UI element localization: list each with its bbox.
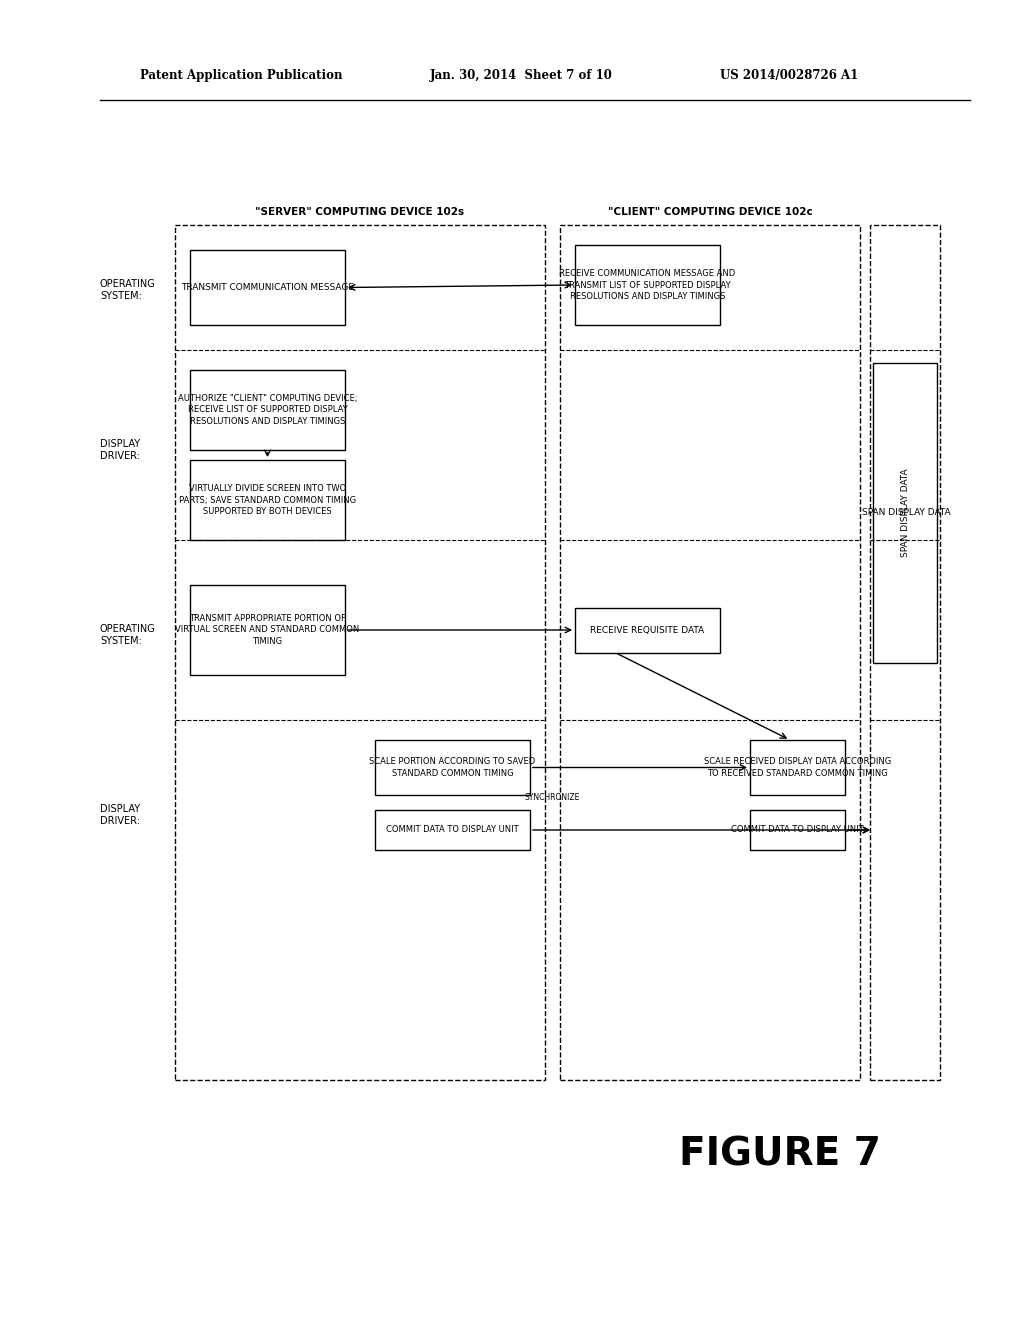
Text: US 2014/0028726 A1: US 2014/0028726 A1 xyxy=(720,69,858,82)
Text: OPERATING
SYSTEM:: OPERATING SYSTEM: xyxy=(100,624,156,647)
Bar xyxy=(750,741,845,795)
Text: SCALE PORTION ACCORDING TO SAVED
STANDARD COMMON TIMING: SCALE PORTION ACCORDING TO SAVED STANDAR… xyxy=(370,758,536,777)
Bar xyxy=(375,741,530,795)
Text: TRANSMIT APPROPRIATE PORTION OF
VIRTUAL SCREEN AND STANDARD COMMON
TIMING: TRANSMIT APPROPRIATE PORTION OF VIRTUAL … xyxy=(175,614,359,645)
Bar xyxy=(750,810,845,850)
Bar xyxy=(190,249,345,325)
Text: DISPLAY
DRIVER:: DISPLAY DRIVER: xyxy=(100,438,140,461)
Text: TRANSMIT COMMUNICATION MESSAGE: TRANSMIT COMMUNICATION MESSAGE xyxy=(181,282,354,292)
Bar xyxy=(175,224,545,1080)
Text: AUTHORIZE "CLIENT" COMPUTING DEVICE;
RECEIVE LIST OF SUPPORTED DISPLAY
RESOLUTIO: AUTHORIZE "CLIENT" COMPUTING DEVICE; REC… xyxy=(178,395,357,425)
Text: "SERVER" COMPUTING DEVICE 102s: "SERVER" COMPUTING DEVICE 102s xyxy=(255,207,465,216)
Text: OPERATING
SYSTEM:: OPERATING SYSTEM: xyxy=(100,279,156,301)
Text: SYNCHRONIZE: SYNCHRONIZE xyxy=(525,793,581,803)
Text: Jan. 30, 2014  Sheet 7 of 10: Jan. 30, 2014 Sheet 7 of 10 xyxy=(430,69,613,82)
Bar xyxy=(874,363,937,663)
Text: COMMIT DATA TO DISPLAY UNIT: COMMIT DATA TO DISPLAY UNIT xyxy=(386,825,519,834)
Bar xyxy=(870,224,940,1080)
Text: VIRTUALLY DIVIDE SCREEN INTO TWO
PARTS; SAVE STANDARD COMMON TIMING
SUPPORTED BY: VIRTUALLY DIVIDE SCREEN INTO TWO PARTS; … xyxy=(179,484,356,516)
Text: SCALE RECEIVED DISPLAY DATA ACCORDING
TO RECEIVED STANDARD COMMON TIMING: SCALE RECEIVED DISPLAY DATA ACCORDING TO… xyxy=(703,758,891,777)
Text: DISPLAY
DRIVER:: DISPLAY DRIVER: xyxy=(100,804,140,826)
Bar xyxy=(873,363,937,663)
Text: COMMIT DATA TO DISPLAY UNIT: COMMIT DATA TO DISPLAY UNIT xyxy=(731,825,864,834)
Text: Patent Application Publication: Patent Application Publication xyxy=(140,69,342,82)
Bar xyxy=(190,459,345,540)
Bar xyxy=(575,246,720,325)
Text: RECEIVE REQUISITE DATA: RECEIVE REQUISITE DATA xyxy=(591,626,705,635)
Bar xyxy=(190,585,345,675)
Text: RECEIVE COMMUNICATION MESSAGE AND
TRANSMIT LIST OF SUPPORTED DISPLAY
RESOLUTIONS: RECEIVE COMMUNICATION MESSAGE AND TRANSM… xyxy=(559,269,735,301)
Bar xyxy=(375,810,530,850)
Text: SPAN DISPLAY DATA: SPAN DISPLAY DATA xyxy=(900,469,909,557)
Bar xyxy=(190,370,345,450)
Text: "CLIENT" COMPUTING DEVICE 102c: "CLIENT" COMPUTING DEVICE 102c xyxy=(607,207,812,216)
Text: FIGURE 7: FIGURE 7 xyxy=(679,1137,881,1173)
Bar xyxy=(560,224,860,1080)
Bar xyxy=(575,607,720,652)
Text: SPAN DISPLAY DATA: SPAN DISPLAY DATA xyxy=(861,508,950,517)
